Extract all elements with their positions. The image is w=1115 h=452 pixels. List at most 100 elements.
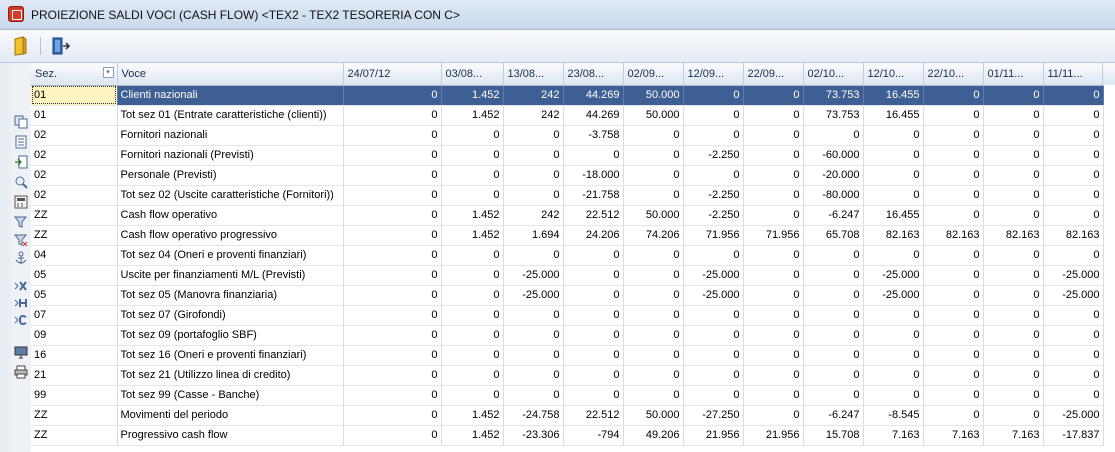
cell-value[interactable]: 0 (503, 185, 564, 206)
cell-value[interactable]: 49.206 (623, 425, 684, 446)
cell-value[interactable]: 0 (983, 245, 1044, 266)
cell-sez[interactable]: ZZ (31, 205, 118, 226)
column-header-0[interactable]: Sez. ▾ (31, 63, 118, 86)
cell-value[interactable]: 0 (743, 285, 804, 306)
cell-value[interactable]: 0 (923, 325, 984, 346)
cell-value[interactable]: 0 (863, 245, 924, 266)
cell-value[interactable]: 242 (503, 85, 564, 106)
table-row[interactable]: 02 Tot sez 02 (Uscite caratteristiche (Fo… (31, 185, 1104, 206)
table-row[interactable]: 01 Clienti nazionali 0 1.452 242 44.269 50.000… (31, 85, 1104, 106)
cell-value[interactable]: 0 (743, 305, 804, 326)
cell-value[interactable]: 24.206 (563, 225, 624, 246)
cell-value[interactable]: 0 (1043, 145, 1104, 166)
cell-value[interactable]: 0 (803, 325, 864, 346)
cell-value[interactable]: 0 (743, 185, 804, 206)
column-header-7[interactable]: 12/09... (683, 63, 744, 86)
filter-icon[interactable] (13, 215, 28, 229)
cell-value[interactable]: 0 (923, 265, 984, 286)
cell-value[interactable]: 242 (503, 205, 564, 226)
cell-value[interactable]: 0 (1043, 185, 1104, 206)
cell-value[interactable]: 0 (863, 325, 924, 346)
cell-sez[interactable]: 07 (31, 305, 118, 326)
cell-value[interactable]: 0 (563, 285, 624, 306)
cell-voce[interactable]: Tot sez 04 (Oneri e proventi finanziari) (117, 245, 344, 266)
cell-value[interactable]: 0 (923, 305, 984, 326)
cell-sez[interactable]: ZZ (31, 425, 118, 446)
cell-value[interactable]: 73.753 (803, 105, 864, 126)
cell-value[interactable]: 0 (503, 385, 564, 406)
cell-value[interactable]: 0 (983, 305, 1044, 326)
cell-value[interactable]: 22.512 (563, 405, 624, 426)
cell-value[interactable]: 0 (563, 325, 624, 346)
column-icon[interactable] (14, 313, 28, 327)
cell-value[interactable]: 0 (863, 365, 924, 386)
cell-value[interactable]: 0 (863, 385, 924, 406)
cell-value[interactable]: 0 (743, 145, 804, 166)
cell-value[interactable]: 0 (441, 285, 504, 306)
cell-value[interactable]: 50.000 (623, 85, 684, 106)
cell-value[interactable]: -23.306 (503, 425, 564, 446)
cell-value[interactable]: 1.452 (441, 85, 504, 106)
cell-value[interactable]: 1.452 (441, 205, 504, 226)
cell-value[interactable]: 0 (503, 345, 564, 366)
cell-value[interactable]: 0 (683, 385, 744, 406)
cell-value[interactable]: 0 (743, 245, 804, 266)
column-header-4[interactable]: 13/08... (503, 63, 564, 86)
cell-value[interactable]: 0 (983, 265, 1044, 286)
cell-value[interactable]: 0 (803, 245, 864, 266)
cell-voce[interactable]: Progressivo cash flow (117, 425, 344, 446)
cell-value[interactable]: 44.269 (563, 85, 624, 106)
cell-value[interactable]: 0 (343, 425, 442, 446)
cell-value[interactable]: 0 (441, 125, 504, 146)
cell-sez[interactable]: 05 (31, 265, 118, 286)
cell-value[interactable]: 15.708 (803, 425, 864, 446)
cell-value[interactable]: 0 (983, 145, 1044, 166)
cell-sez[interactable]: ZZ (31, 225, 118, 246)
export-icon[interactable] (14, 155, 28, 169)
copy-icon[interactable] (14, 115, 28, 129)
cell-value[interactable]: 0 (623, 245, 684, 266)
cell-voce[interactable]: Fornitori nazionali (117, 125, 344, 146)
cell-value[interactable]: -25.000 (863, 285, 924, 306)
cell-value[interactable]: 0 (983, 205, 1044, 226)
cell-value[interactable]: 7.163 (983, 425, 1044, 446)
cell-sez[interactable]: 21 (31, 365, 118, 386)
cell-value[interactable]: 0 (923, 385, 984, 406)
cell-value[interactable]: 73.753 (803, 85, 864, 106)
table-row[interactable]: 04 Tot sez 04 (Oneri e proventi finanziar… (31, 245, 1104, 266)
column-header-1[interactable]: Voce (117, 63, 344, 86)
cell-voce[interactable]: Personale (Previsti) (117, 165, 344, 186)
column-header-5[interactable]: 23/08... (563, 63, 624, 86)
cell-value[interactable]: 0 (623, 285, 684, 306)
cell-value[interactable]: 0 (623, 305, 684, 326)
hide-column-icon[interactable] (14, 296, 28, 310)
column-header-11[interactable]: 22/10... (923, 63, 984, 86)
cell-value[interactable]: 0 (923, 285, 984, 306)
cell-value[interactable]: 0 (1043, 305, 1104, 326)
cell-sez[interactable]: 09 (31, 325, 118, 346)
open-folder-icon[interactable] (10, 35, 32, 57)
cell-value[interactable]: 0 (923, 165, 984, 186)
cell-value[interactable]: 74.206 (623, 225, 684, 246)
cell-sez[interactable]: 16 (31, 345, 118, 366)
cell-value[interactable]: 0 (563, 345, 624, 366)
cell-value[interactable]: 0 (983, 385, 1044, 406)
cell-sez[interactable]: ZZ (31, 405, 118, 426)
cell-value[interactable]: 0 (803, 345, 864, 366)
cell-value[interactable]: -794 (563, 425, 624, 446)
cell-value[interactable]: 0 (923, 105, 984, 126)
cell-value[interactable]: 50.000 (623, 205, 684, 226)
table-row[interactable]: ZZ Movimenti del periodo 0 1.452 -24.758 22.5… (31, 405, 1104, 426)
cell-value[interactable]: -2.250 (683, 185, 744, 206)
cell-value[interactable]: 0 (343, 325, 442, 346)
cell-value[interactable]: 0 (1043, 365, 1104, 386)
cell-value[interactable]: 0 (441, 305, 504, 326)
cell-value[interactable]: 0 (343, 125, 442, 146)
cell-value[interactable]: 0 (563, 365, 624, 386)
cell-value[interactable]: 0 (743, 265, 804, 286)
cell-value[interactable]: 21.956 (743, 425, 804, 446)
cell-value[interactable]: -3.758 (563, 125, 624, 146)
list-icon[interactable] (14, 135, 28, 149)
cell-voce[interactable]: Tot sez 99 (Casse - Banche) (117, 385, 344, 406)
cell-voce[interactable]: Movimenti del periodo (117, 405, 344, 426)
